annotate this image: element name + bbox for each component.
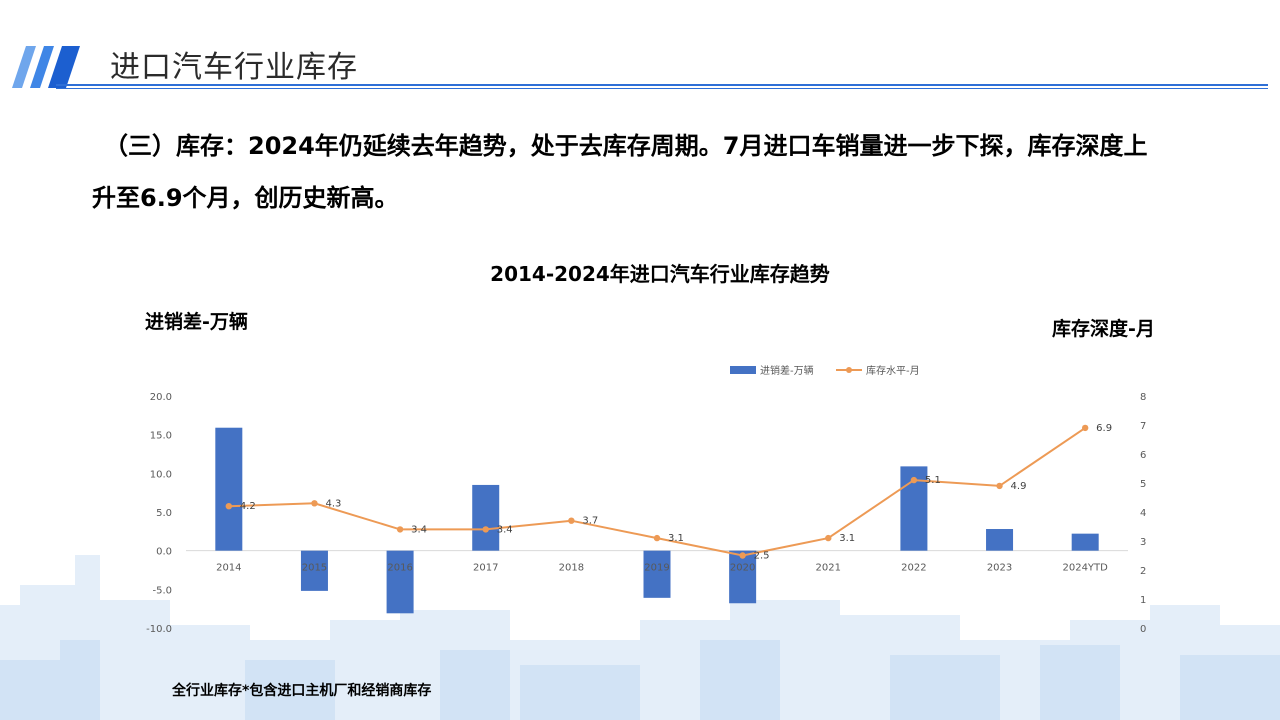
footnote: 全行业库存*包含进口主机厂和经销商库存 <box>172 683 432 699</box>
right-tick-label: 4 <box>1140 508 1146 519</box>
line-data-label: 3.1 <box>668 533 684 544</box>
bar-series <box>215 427 1099 614</box>
category-label: 2015 <box>302 563 327 574</box>
right-tick-label: 0 <box>1140 624 1146 635</box>
left-tick-label: 15.0 <box>150 431 172 442</box>
line-data-label: 4.3 <box>325 498 341 509</box>
header-divider <box>56 84 1268 86</box>
left-tick-label: -10.0 <box>146 624 172 635</box>
headline: （三）库存：2024年仍延续去年趋势，处于去库存周期。7月进口车销量进一步下探，… <box>92 120 1252 224</box>
chart-title: 2014-2024年进口汽车行业库存趋势 <box>490 262 830 286</box>
legend-line-label: 库存水平-月 <box>866 364 920 377</box>
chart-legend: 进销差-万辆 库存水平-月 <box>730 364 920 377</box>
right-tick-label: 6 <box>1140 450 1146 461</box>
page-title: 进口汽车行业库存 <box>110 50 358 85</box>
bar-2015 <box>300 550 328 591</box>
line-data-label: 2.5 <box>754 551 770 562</box>
left-tick-label: 5.0 <box>156 508 172 519</box>
right-tick-label: 2 <box>1140 566 1146 577</box>
legend-line-marker <box>846 367 852 373</box>
line-point <box>396 526 404 533</box>
right-axis-unit-label: 库存深度-月 <box>1052 318 1155 340</box>
category-label: 2022 <box>901 563 926 574</box>
headline-line-2: 升至6.9个月，创历史新高。 <box>92 184 399 212</box>
line-point <box>739 552 746 559</box>
left-axis-unit-label: 进销差-万辆 <box>145 311 248 333</box>
bar-2019 <box>643 550 671 598</box>
category-label: 2020 <box>730 563 755 574</box>
left-tick-label: 20.0 <box>150 392 172 403</box>
category-labels: 2014 2015 2016 2017 2018 2019 2020 2021 2022 2023… <box>216 563 1108 574</box>
line-point <box>1081 424 1089 432</box>
left-tick-label: -5.0 <box>152 585 172 596</box>
category-label: 2021 <box>816 563 841 574</box>
category-label: 2023 <box>987 563 1012 574</box>
line-point <box>996 482 1003 490</box>
category-label: 2018 <box>559 563 584 574</box>
right-tick-label: 1 <box>1140 595 1146 606</box>
line-point <box>311 500 318 507</box>
bar-2014 <box>215 427 243 551</box>
left-axis-ticks: 20.0 15.0 10.0 5.0 0.0 -5.0 -10.0 <box>146 392 172 635</box>
right-tick-label: 5 <box>1140 479 1146 490</box>
line-point <box>482 526 489 533</box>
line-data-label: 3.4 <box>497 524 513 535</box>
line-data-label: 4.9 <box>1011 481 1027 492</box>
line-point <box>568 517 575 524</box>
bar-2024YTD <box>1071 533 1099 551</box>
bar-2017 <box>472 484 500 551</box>
category-label: 2014 <box>216 563 241 574</box>
line-series: 4.2 4.3 3.4 3.4 3.7 3.1 2.5 3.1 5.1 4.9 6.9 <box>225 423 1112 562</box>
right-axis-ticks: 8 7 6 5 4 3 2 1 0 <box>1140 392 1146 635</box>
line-data-label: 3.4 <box>411 524 427 535</box>
line-point <box>225 503 233 510</box>
line-point <box>653 534 661 542</box>
left-tick-label: 10.0 <box>150 469 172 480</box>
bar-2020 <box>729 550 757 604</box>
line-point <box>825 534 832 542</box>
line-data-label: 3.1 <box>839 533 855 544</box>
bar-2023 <box>986 529 1014 551</box>
line-data-label: 6.9 <box>1096 423 1112 434</box>
left-tick-label: 0.0 <box>156 547 172 558</box>
logo-stripes-icon <box>12 46 80 88</box>
right-tick-label: 3 <box>1140 537 1146 548</box>
line-point <box>910 476 918 484</box>
header-divider-thin <box>56 88 1268 89</box>
category-label: 2024YTD <box>1062 563 1108 574</box>
headline-line-1: （三）库存：2024年仍延续去年趋势，处于去库存周期。7月进口车销量进一步下探，… <box>104 132 1148 160</box>
right-tick-label: 7 <box>1140 421 1146 432</box>
category-label: 2016 <box>387 563 412 574</box>
category-label: 2017 <box>473 563 498 574</box>
legend-bar-swatch <box>730 366 756 374</box>
legend-bar-label: 进销差-万辆 <box>760 364 814 377</box>
line-data-label: 5.1 <box>925 475 941 486</box>
line-data-label: 4.2 <box>240 501 256 512</box>
right-tick-label: 8 <box>1140 392 1146 403</box>
category-label: 2019 <box>644 563 669 574</box>
line-data-label: 3.7 <box>582 516 598 527</box>
bar-2016 <box>386 550 414 614</box>
